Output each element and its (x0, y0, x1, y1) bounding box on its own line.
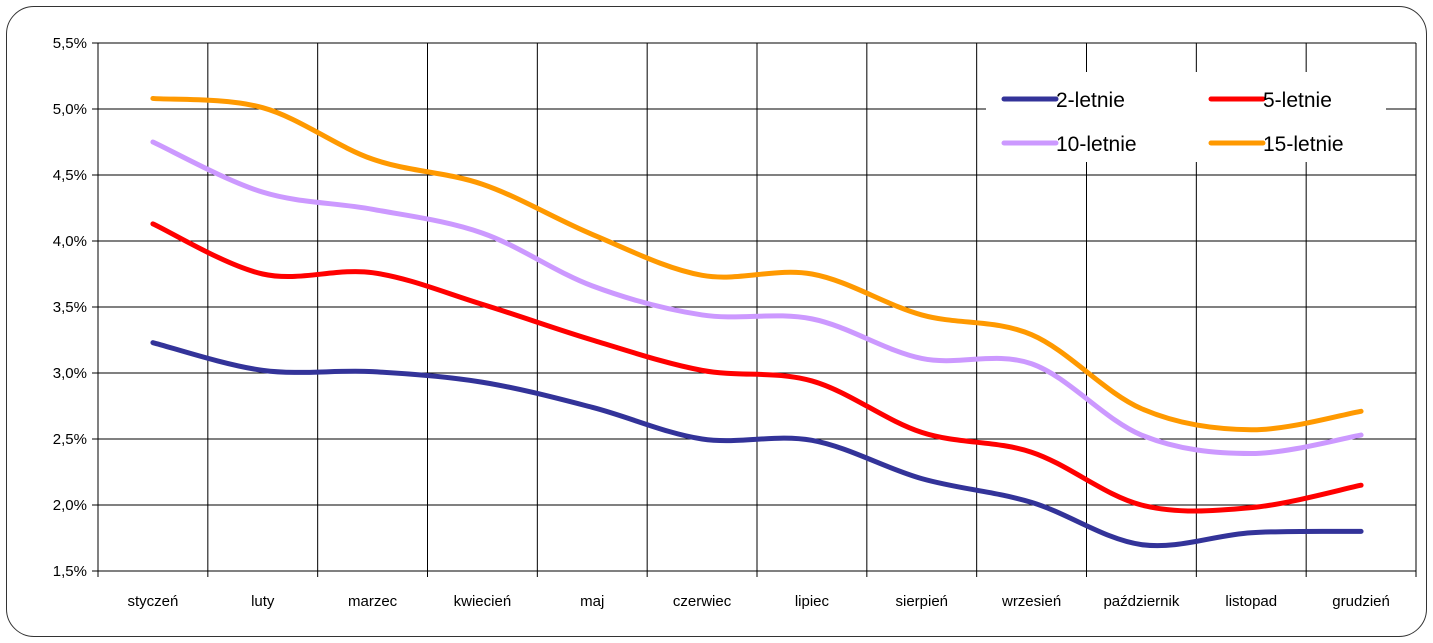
series-line-2-letnie (150, 340, 1364, 549)
x-tick-label: grudzień (1332, 593, 1390, 610)
x-tick-label: listopad (1225, 593, 1277, 610)
legend-box (986, 72, 1386, 162)
legend-label: 5-letnie (1263, 89, 1332, 112)
x-tick-label: kwiecień (454, 593, 512, 610)
series-lines (150, 95, 1364, 549)
y-tick-label: 5,0% (53, 101, 87, 118)
y-tick-label: 2,5% (53, 431, 87, 448)
x-tick-label: lipiec (795, 593, 830, 610)
x-tick-label: maj (580, 593, 604, 610)
legend-label: 15-letnie (1263, 133, 1344, 156)
x-tick-label: wrzesień (1001, 593, 1061, 610)
y-tick-label: 3,0% (53, 365, 87, 382)
y-tick-label: 1,5% (53, 563, 87, 580)
y-tick-label: 4,0% (53, 233, 87, 250)
axes (92, 42, 1417, 577)
y-tick-label: 3,5% (53, 299, 87, 316)
x-axis-ticks: styczeń luty marzec kwiecień maj czerwiec lipi… (127, 593, 1389, 610)
series-line-15-letnie (150, 95, 1364, 433)
series-line-5-letnie (150, 221, 1364, 514)
y-axis-ticks: 1,5% 2,0% 2,5% 3,0% 3,5% 4,0% 4,5% 5,0% 5,5% (53, 35, 87, 580)
x-tick-label: luty (251, 593, 275, 610)
y-tick-label: 5,5% (53, 35, 87, 52)
x-tick-label: styczeń (127, 593, 178, 610)
legend-label: 10-letnie (1056, 133, 1137, 156)
x-tick-label: październik (1103, 593, 1179, 610)
series-line-10-letnie (150, 139, 1364, 457)
legend: 2-letnie 5-letnie 10-letnie 15-letnie (986, 72, 1386, 162)
x-tick-label: sierpień (895, 593, 948, 610)
y-tick-label: 4,5% (53, 167, 87, 184)
legend-label: 2-letnie (1056, 89, 1125, 112)
x-tick-label: marzec (348, 593, 398, 610)
y-tick-label: 2,0% (53, 497, 87, 514)
x-tick-label: czerwiec (673, 593, 732, 610)
